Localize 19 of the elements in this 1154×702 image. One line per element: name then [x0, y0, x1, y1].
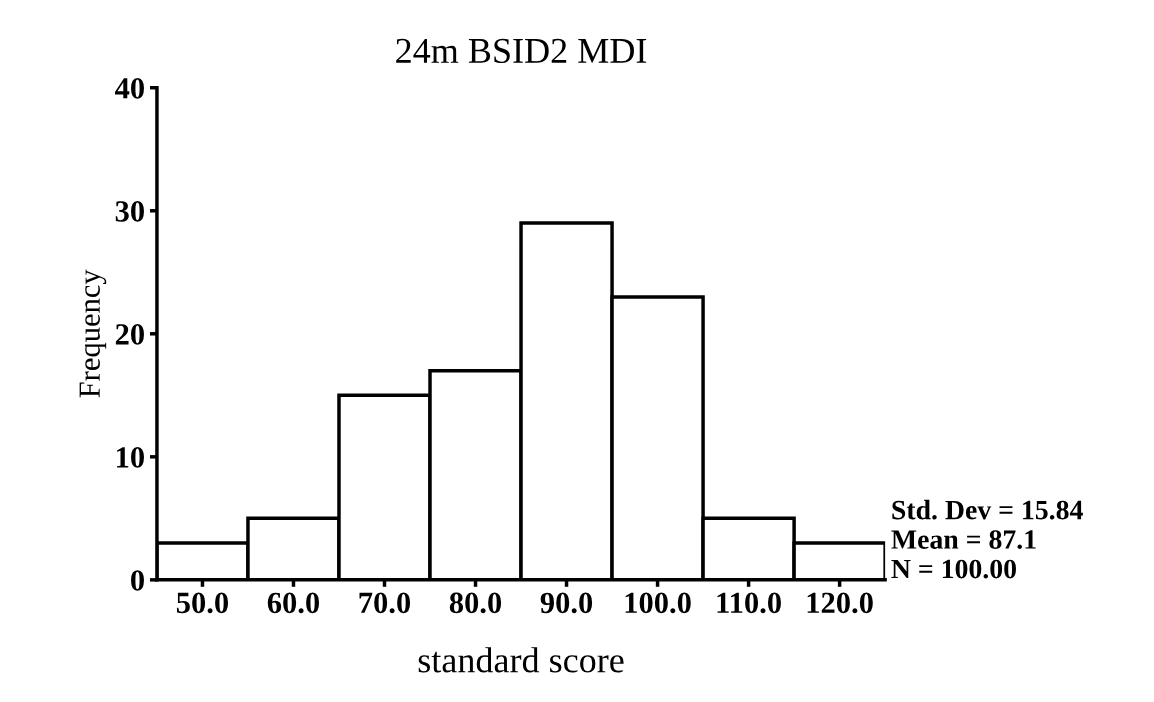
text: N = 100.00 [891, 559, 1016, 579]
y-tick-label: 30 [115, 201, 144, 222]
text: Mean = 87.1 [891, 530, 1036, 550]
x-tick-label: 80.0 [449, 592, 502, 614]
text: Std. Dev = 15.84 [892, 499, 1083, 520]
y-tick-label: 20 [115, 324, 144, 345]
chart-title: 24m BSID2 MDI [396, 38, 647, 64]
x-tick-label: 100.0 [625, 592, 691, 614]
x-tick-label: 90.0 [540, 592, 593, 614]
x-tick-label: 60.0 [267, 592, 320, 614]
y-axis-title: Frequency [79, 269, 107, 398]
y-tick-label: 40 [115, 78, 144, 99]
x-tick-label: 110.0 [717, 592, 781, 614]
y-tick-label: 0 [131, 570, 144, 591]
x-tick-label: 70.0 [359, 592, 411, 614]
x-axis-title: standard score [418, 647, 624, 673]
x-tick-label: 120.0 [807, 592, 873, 614]
x-tick-label: 50.0 [176, 592, 229, 614]
y-tick-label: 10 [117, 447, 144, 468]
